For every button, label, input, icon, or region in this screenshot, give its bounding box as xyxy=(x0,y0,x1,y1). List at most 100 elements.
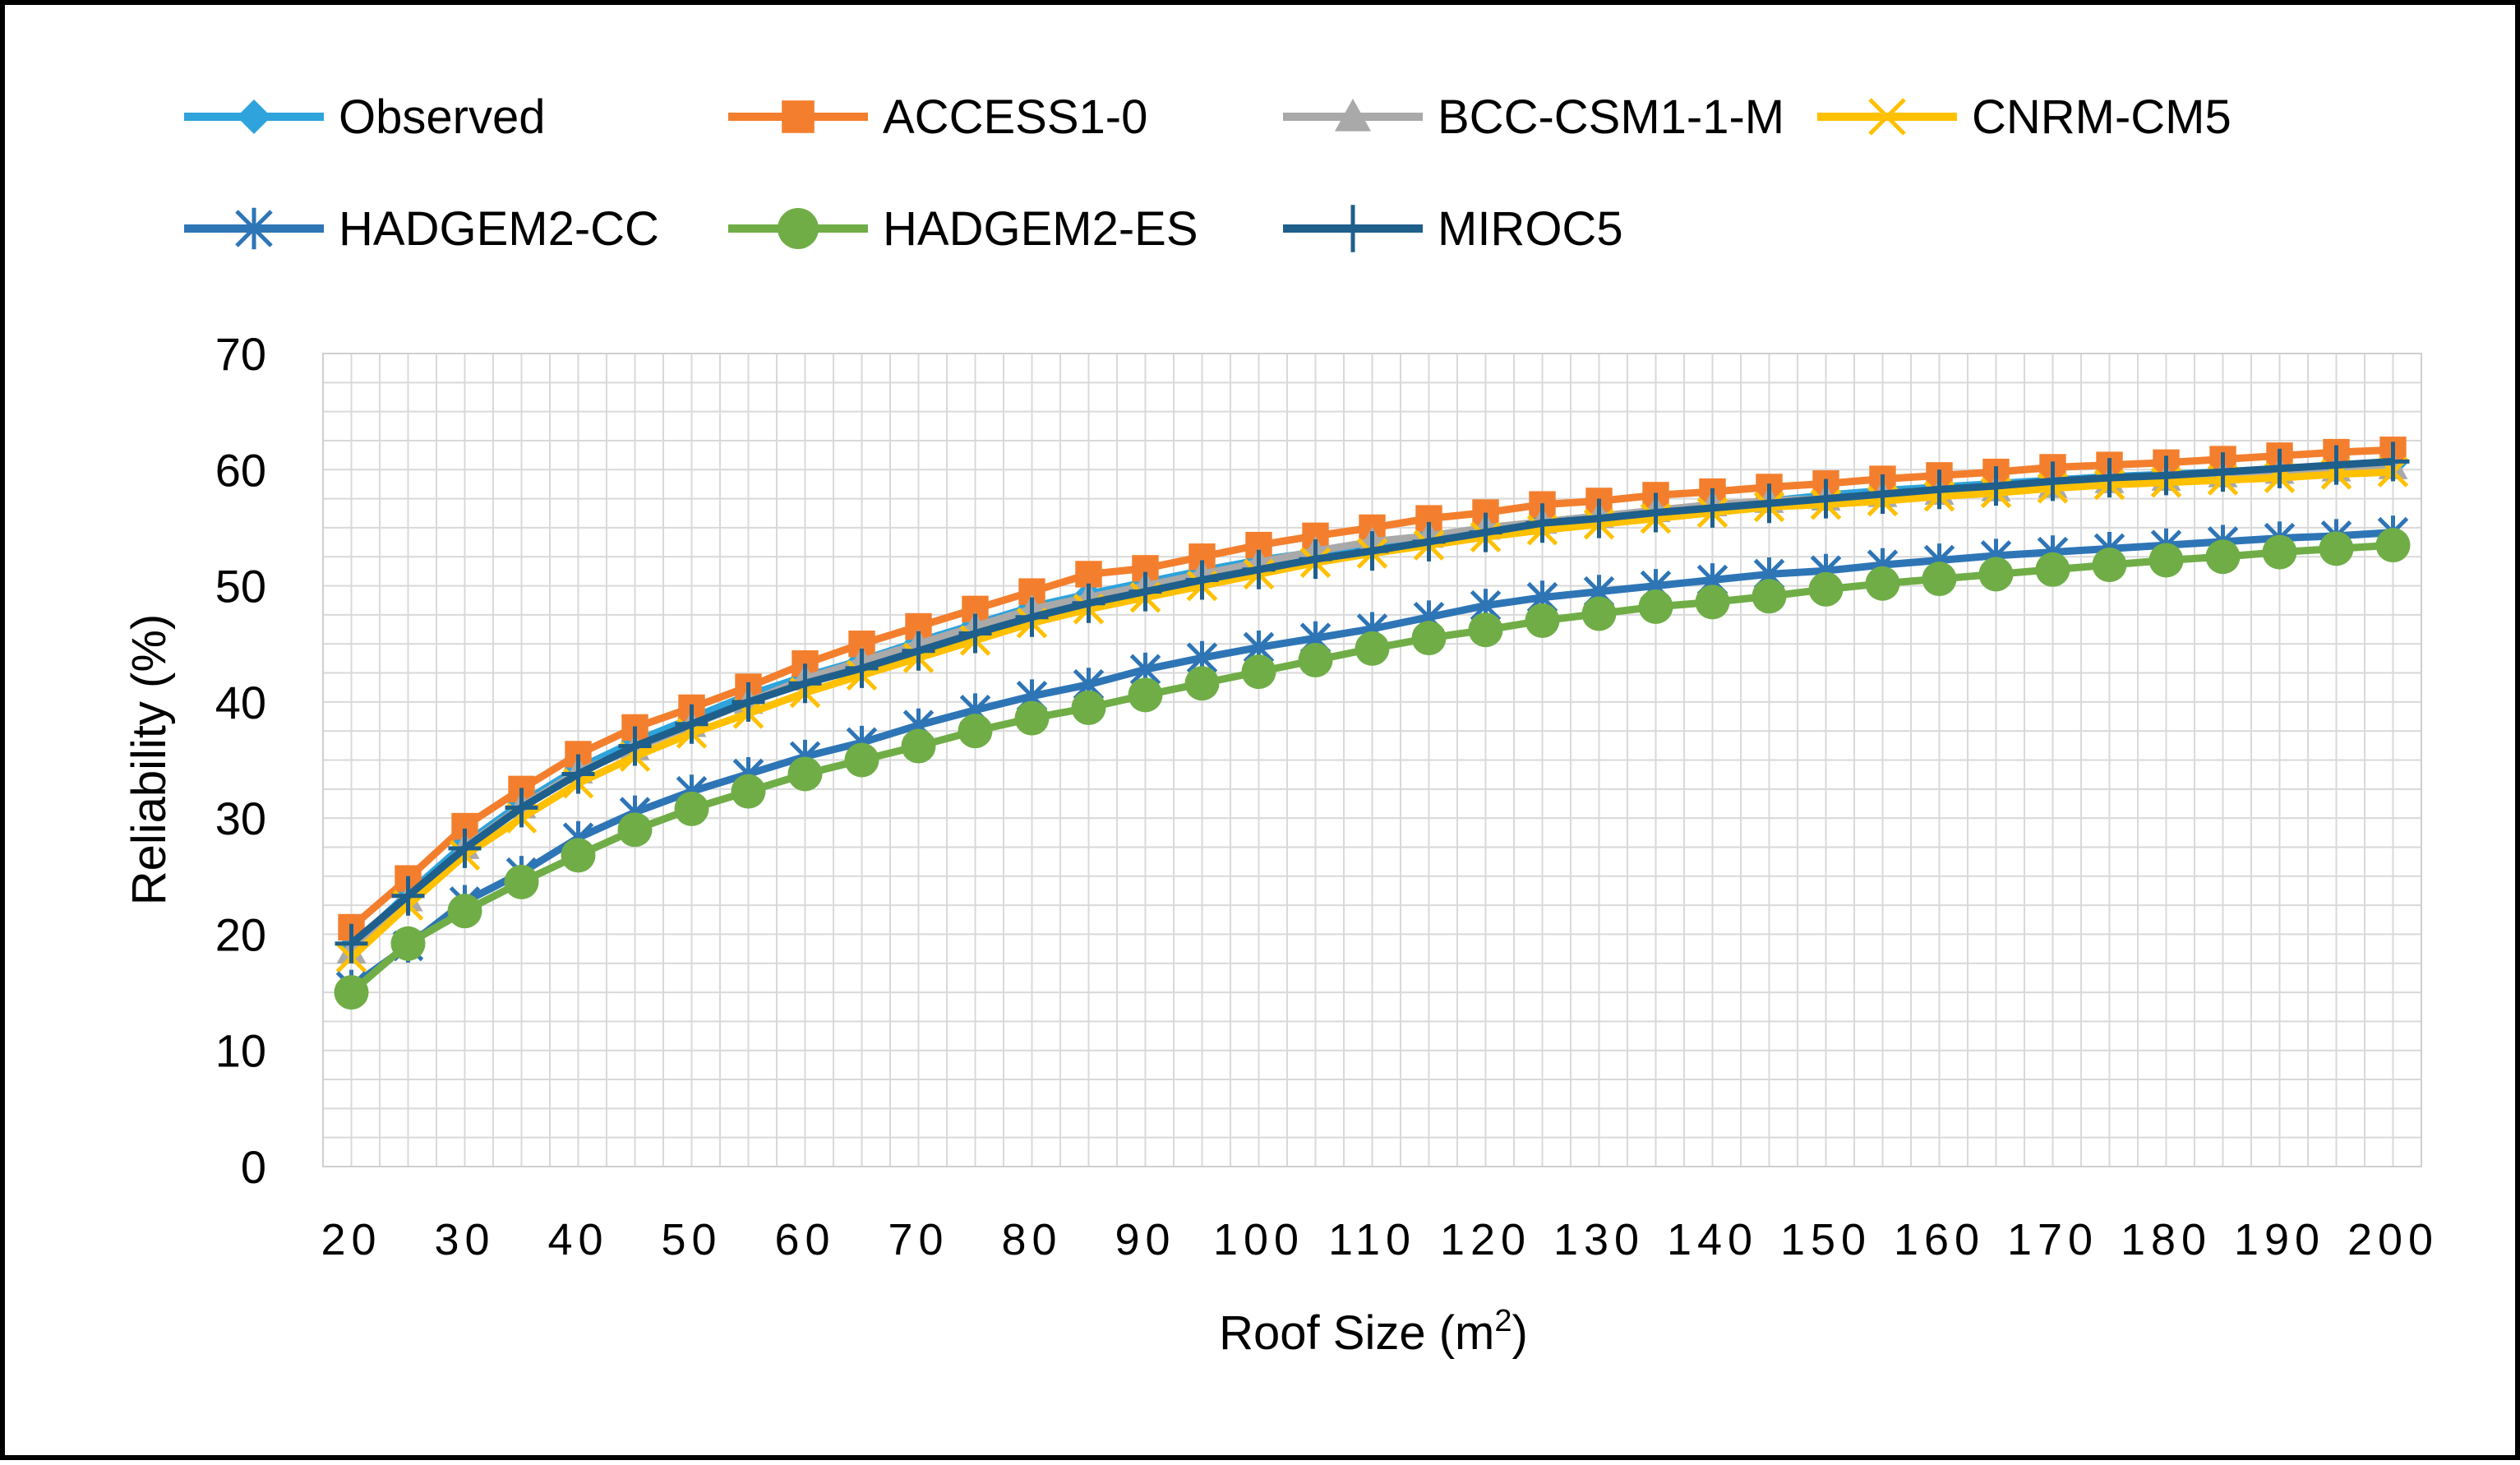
data-point-marker xyxy=(2148,543,2184,578)
x-tick-label: 100 xyxy=(1213,1215,1304,1264)
data-point-marker xyxy=(2149,455,2183,496)
x-tick-label: 110 xyxy=(1328,1215,1416,1264)
data-point-marker xyxy=(1128,677,1163,713)
x-tick-label: 160 xyxy=(1894,1215,1985,1264)
data-point-marker xyxy=(1752,579,1787,614)
x-tick-label: 80 xyxy=(1001,1215,1062,1264)
data-point-marker xyxy=(958,613,992,654)
data-point-marker xyxy=(2093,458,2126,498)
y-tick-label: 20 xyxy=(215,908,266,960)
legend-item-observed: Observed xyxy=(184,90,545,144)
data-point-marker xyxy=(1581,596,1617,631)
data-point-marker xyxy=(1582,498,1616,538)
plot-area-border xyxy=(322,353,2422,1167)
data-point-marker xyxy=(2035,552,2070,587)
legend-swatch-marker xyxy=(237,99,271,134)
x-tick-label: 70 xyxy=(888,1215,948,1264)
data-point-marker xyxy=(1922,562,1957,597)
data-point-marker xyxy=(1184,666,1220,701)
data-point-marker xyxy=(1866,474,1899,514)
x-tick-label: 40 xyxy=(547,1215,608,1264)
data-point-marker xyxy=(844,742,879,778)
legend-label: BCC-CSM1-1-M xyxy=(1438,90,1784,144)
data-point-marker xyxy=(732,682,765,722)
y-axis-label: Reliability (%) xyxy=(122,614,176,906)
data-point-marker xyxy=(335,923,368,964)
legend-swatch-marker xyxy=(1868,98,1906,136)
data-point-marker xyxy=(2036,461,2070,501)
x-tick-label: 130 xyxy=(1553,1215,1645,1264)
data-point-marker xyxy=(958,714,993,749)
x-tick-label: 170 xyxy=(2007,1215,2098,1264)
y-tick-label: 70 xyxy=(215,328,266,380)
x-tick-label: 50 xyxy=(661,1215,722,1264)
x-axis-label-end: ) xyxy=(1512,1306,1528,1360)
data-point-marker xyxy=(2263,448,2296,488)
data-point-marker xyxy=(2092,548,2127,583)
x-tick-label: 20 xyxy=(321,1215,381,1264)
data-point-marker xyxy=(2319,531,2354,566)
x-tick-label: 30 xyxy=(434,1215,495,1264)
data-point-marker xyxy=(505,788,538,828)
data-point-marker xyxy=(1298,642,1333,677)
data-point-marker xyxy=(1241,654,1276,690)
legend-item-access1-0: ACCESS1-0 xyxy=(728,90,1147,144)
series-miroc5 xyxy=(335,441,2410,964)
data-point-marker xyxy=(1525,603,1560,638)
data-point-marker xyxy=(1128,571,1162,612)
data-point-marker xyxy=(2319,445,2353,485)
data-point-marker xyxy=(504,864,539,899)
legend-label: CNRM-CM5 xyxy=(1972,90,2232,144)
data-point-marker xyxy=(675,704,708,744)
data-point-marker xyxy=(1525,503,1559,543)
y-tick-label: 40 xyxy=(215,677,266,728)
x-tick-label: 200 xyxy=(2347,1215,2439,1264)
data-point-marker xyxy=(618,726,652,766)
data-point-marker xyxy=(787,756,823,792)
data-point-marker xyxy=(845,648,879,688)
data-point-marker xyxy=(1015,597,1049,637)
y-tick-label: 10 xyxy=(215,1025,266,1077)
data-point-marker xyxy=(1978,557,2014,592)
data-point-marker xyxy=(1185,560,1219,600)
data-point-marker xyxy=(1809,478,1843,519)
data-point-marker xyxy=(1808,571,1844,607)
legend-item-bcc-csm1-1-m: BCC-CSM1-1-M xyxy=(1283,90,1784,144)
data-point-marker xyxy=(1752,483,1786,524)
data-point-marker xyxy=(1411,621,1447,656)
data-point-marker xyxy=(334,975,369,1010)
data-point-marker xyxy=(1865,566,1900,601)
data-point-marker xyxy=(448,828,482,868)
legend-item-miroc5: MIROC5 xyxy=(1283,202,1623,256)
y-tick-label: 60 xyxy=(215,444,266,496)
y-tick-label: 50 xyxy=(215,561,266,612)
data-point-marker xyxy=(561,754,595,794)
data-point-marker xyxy=(390,926,426,961)
data-point-marker xyxy=(2205,539,2241,575)
x-tick-label: 150 xyxy=(1780,1215,1872,1264)
data-point-marker xyxy=(902,631,935,671)
data-point-marker xyxy=(1355,631,1390,666)
data-point-marker xyxy=(1242,549,1276,589)
data-point-marker xyxy=(1355,531,1389,571)
data-point-marker xyxy=(1979,466,2013,506)
y-axis-ticks: 0 10 20 30 40 50 60 70 xyxy=(215,328,266,1193)
data-point-marker xyxy=(1695,585,1730,620)
data-point-marker xyxy=(1922,469,1956,510)
series-hadgem2-es xyxy=(334,528,2411,1010)
legend-item-hadgem2-es: HADGEM2-ES xyxy=(728,202,1198,256)
data-point-marker xyxy=(1299,539,1332,580)
legend-swatch-marker xyxy=(235,207,273,250)
data-point-marker xyxy=(731,774,766,809)
x-axis-ticks: 20 30 40 50 60 70 80 90 100 110 120 130 140 150 160 170… xyxy=(321,1215,2439,1264)
legend-swatch-marker xyxy=(782,100,815,133)
data-point-marker xyxy=(901,728,936,764)
x-tick-label: 90 xyxy=(1115,1215,1175,1264)
legend-label: MIROC5 xyxy=(1438,202,1623,256)
data-point-marker xyxy=(1469,512,1502,552)
legend-swatch-marker xyxy=(1333,205,1373,252)
x-tick-label: 190 xyxy=(2234,1215,2325,1264)
data-point-marker xyxy=(1638,589,1673,625)
data-point-marker xyxy=(561,838,596,873)
